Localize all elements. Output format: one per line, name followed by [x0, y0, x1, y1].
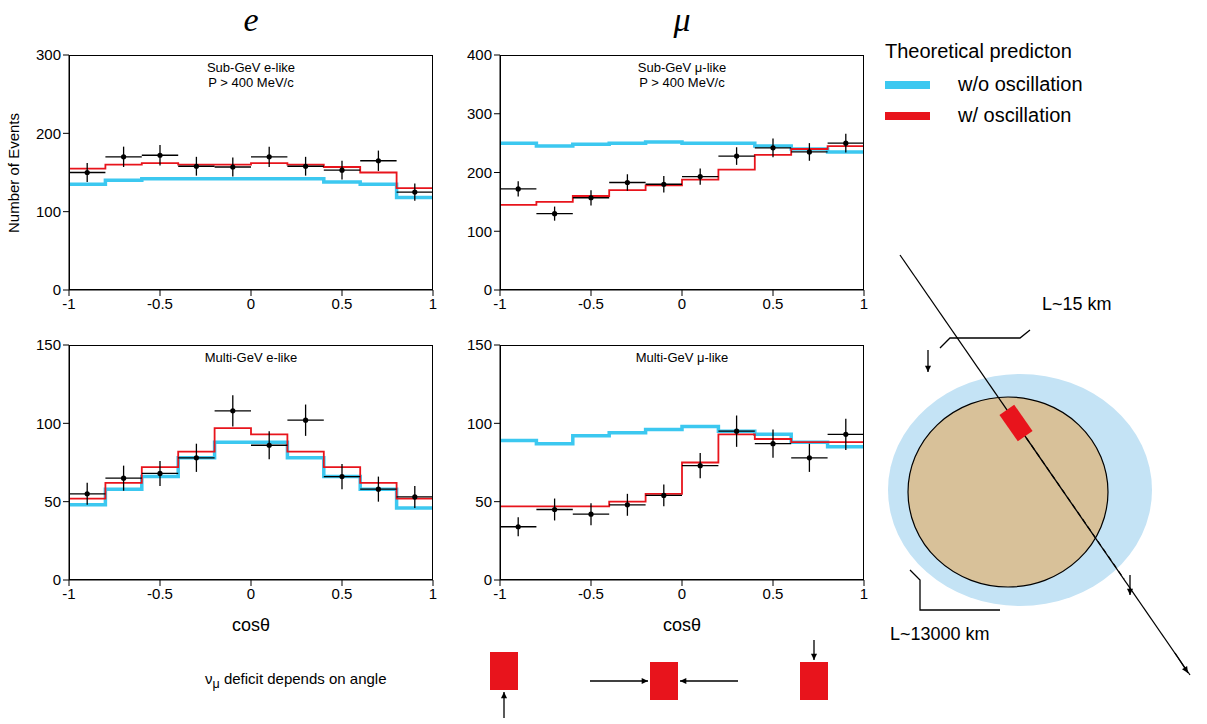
html-text:Sub-GeV μ-like: Sub-GeV μ-like — [637, 60, 727, 75]
svg-text:400: 400 — [467, 46, 492, 63]
html-text:μ: μ — [673, 1, 691, 38]
svg-text:-1: -1 — [62, 295, 75, 312]
html-text:P > 400 MeV/c: P > 400 MeV/c — [639, 75, 725, 90]
svg-text:-0.5: -0.5 — [578, 295, 604, 312]
html-text:P > 400 MeV/c: P > 400 MeV/c — [208, 75, 294, 90]
svg-text:0: 0 — [678, 295, 686, 312]
svg-text:-1: -1 — [493, 295, 506, 312]
svg-text:100: 100 — [467, 223, 492, 240]
svg-text:1: 1 — [860, 295, 868, 312]
svg-text:cosθ: cosθ — [232, 615, 270, 635]
svg-text:-1: -1 — [493, 585, 506, 602]
svg-text:50: 50 — [44, 493, 61, 510]
svg-text:1: 1 — [860, 585, 868, 602]
svg-text:0: 0 — [247, 295, 255, 312]
svg-text:1: 1 — [429, 295, 437, 312]
svg-text:100: 100 — [467, 415, 492, 432]
svg-text:100: 100 — [36, 203, 61, 220]
html-text:Multi-GeV e-like: Multi-GeV e-like — [204, 350, 298, 365]
svg-text:50: 50 — [475, 493, 492, 510]
svg-text:-0.5: -0.5 — [578, 585, 604, 602]
html-text:e: e — [243, 1, 259, 38]
svg-text:-0.5: -0.5 — [147, 295, 173, 312]
svg-text:cosθ: cosθ — [663, 615, 701, 635]
svg-text:-0.5: -0.5 — [147, 585, 173, 602]
svg-text:L~13000 km: L~13000 km — [890, 624, 990, 644]
svg-text:200: 200 — [36, 125, 61, 142]
svg-text:0.5: 0.5 — [332, 295, 353, 312]
html-text:Theoretical predicton: Theoretical predicton — [885, 40, 1072, 62]
html-text:Sub-GeV e-like: Sub-GeV e-like — [206, 60, 296, 75]
svg-text:300: 300 — [467, 105, 492, 122]
svg-text:0: 0 — [53, 571, 61, 588]
html-text:Multi-GeV μ-like: Multi-GeV μ-like — [635, 350, 729, 365]
html-text:w/ oscillation: w/ oscillation — [958, 104, 1072, 126]
svg-text:L~15 km: L~15 km — [1042, 294, 1112, 314]
svg-text:0.5: 0.5 — [763, 295, 784, 312]
svg-text:150: 150 — [36, 336, 61, 353]
svg-text:0: 0 — [678, 585, 686, 602]
svg-text:0.5: 0.5 — [763, 585, 784, 602]
svg-text:0: 0 — [247, 585, 255, 602]
html-text:Number of Events: Number of Events — [4, 112, 22, 233]
svg-text:0: 0 — [53, 281, 61, 298]
html-text:νμ deficit depends on angle: νμ deficit depends on angle — [205, 670, 387, 691]
svg-text:1: 1 — [429, 585, 437, 602]
svg-text:-1: -1 — [62, 585, 75, 602]
svg-text:0: 0 — [484, 281, 492, 298]
svg-text:0.5: 0.5 — [332, 585, 353, 602]
svg-text:200: 200 — [467, 164, 492, 181]
svg-text:150: 150 — [467, 336, 492, 353]
svg-text:0: 0 — [484, 571, 492, 588]
html-text:w/o oscillation: w/o oscillation — [958, 73, 1083, 95]
svg-text:300: 300 — [36, 46, 61, 63]
svg-text:100: 100 — [36, 415, 61, 432]
